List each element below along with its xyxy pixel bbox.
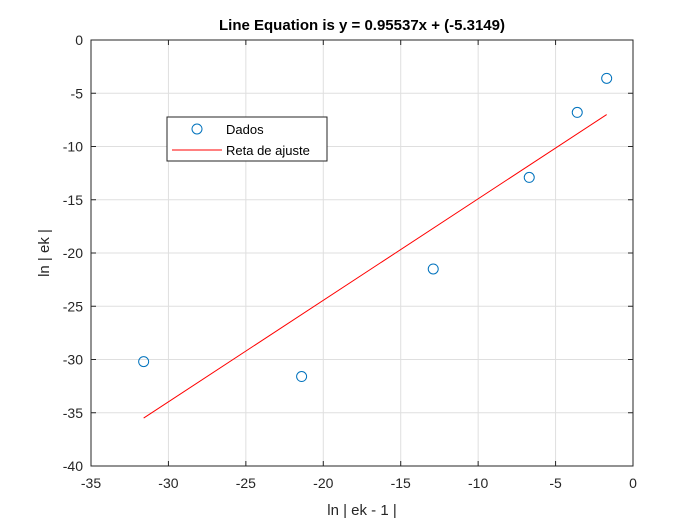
legend-label-reta-de-ajuste: Reta de ajuste — [226, 143, 310, 158]
x-tick-label: -25 — [236, 475, 256, 491]
y-tick-label: -35 — [63, 405, 83, 421]
x-axis-label: ln | ek - 1 | — [327, 502, 397, 519]
legend-box — [166, 116, 328, 162]
y-tick-label: -15 — [63, 192, 83, 208]
data-point — [138, 356, 150, 368]
y-tick-label: -20 — [63, 245, 83, 261]
legend: Dados Reta de ajuste — [166, 116, 328, 162]
x-axis-ticks: -35 -30 -25 -20 -15 -10 -5 0 — [81, 40, 637, 491]
chart-title: Line Equation is y = 0.95537x + (-5.3149… — [219, 17, 505, 34]
y-axis-label: ln | ek | — [36, 229, 53, 277]
y-tick-label: 0 — [75, 32, 83, 48]
fit-line-series — [143, 114, 607, 419]
x-tick-label: -30 — [158, 475, 178, 491]
legend-label-dados: Dados — [226, 122, 264, 137]
data-point — [523, 171, 535, 183]
x-tick-label: -20 — [313, 475, 333, 491]
x-tick-label: 0 — [629, 475, 637, 491]
x-tick-label: -5 — [549, 475, 562, 491]
data-point — [427, 263, 439, 275]
x-tick-label: -10 — [468, 475, 488, 491]
x-tick-label: -15 — [391, 475, 411, 491]
y-tick-label: -25 — [63, 298, 83, 314]
y-tick-label: -40 — [63, 458, 83, 474]
data-point — [601, 72, 613, 84]
legend-marker-circle-icon — [191, 123, 203, 135]
fit-line — [143, 114, 607, 419]
data-point — [296, 371, 308, 383]
y-tick-label: -30 — [63, 352, 83, 368]
data-point — [571, 106, 583, 118]
y-tick-label: -10 — [63, 139, 83, 155]
y-tick-label: -5 — [71, 85, 84, 101]
x-tick-label: -35 — [81, 475, 101, 491]
data-markers-series — [138, 72, 613, 383]
y-axis-ticks: -40 -35 -30 -25 -20 -15 -10 -5 0 — [63, 32, 633, 474]
